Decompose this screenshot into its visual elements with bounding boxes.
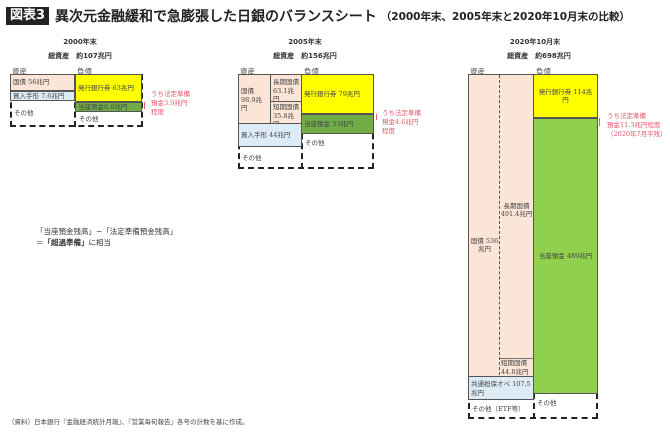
panel-total-assets: 総資産 約156兆円: [273, 52, 337, 60]
liability-other: その他: [305, 138, 325, 147]
asset-short-term-jgb: 短期国債 35.8兆円: [270, 101, 302, 124]
asset-jgb-block: [468, 74, 534, 377]
panel-period: 2000年末: [63, 38, 97, 46]
asset-bills-purchased: 買入手形 7.6兆円: [10, 91, 75, 101]
reserve-bracket: [599, 118, 600, 126]
reserve-bracket: [144, 102, 145, 109]
panel-total-assets: 総資産 約107兆円: [48, 52, 112, 60]
assets-column-label: 資産: [240, 67, 255, 76]
asset-jgb: 国債 98.9兆円: [238, 74, 271, 124]
asset-jgb: 国債 56兆円: [10, 74, 75, 91]
short-term-jgb-divider: [500, 358, 533, 359]
asset-short-term-jgb: 短期国債 44.8兆円: [501, 359, 529, 376]
liability-banknotes: 発行銀行券 63兆円: [75, 74, 142, 102]
panel-period: 2005年末: [288, 38, 322, 46]
liability-other: その他: [79, 114, 99, 123]
figure-header: 図表3 異次元金融緩和で急膨張した日銀のバランスシート （2000年末、2005…: [6, 6, 630, 26]
source-note: （資料）日本銀行『金融経済統計月報』、『営業毎旬報告』各号の計数を基に作成。: [8, 418, 249, 426]
explanation-line-2: ＝「超過準備」に相当: [36, 238, 111, 247]
panel-period: 2020年10月末: [509, 38, 561, 46]
liabilities-column-label: 負債: [536, 67, 551, 76]
liability-current-deposits: 当座預金6.8兆円: [75, 102, 142, 112]
asset-bills-purchased: 買入手形 44兆円: [238, 123, 302, 147]
figure-label: 図表3: [6, 7, 50, 25]
asset-other-etf: その他（ETF等）: [472, 404, 525, 413]
asset-long-term-jgb: 長期国債 63.1兆円: [270, 74, 302, 102]
jgb-split-line: [499, 75, 500, 375]
liability-banknotes: 発行銀行券 114兆円: [533, 74, 598, 118]
reserve-bracket: [376, 114, 377, 120]
asset-common-collateral-ops: 共通担保オペ 107.5兆円: [468, 376, 534, 400]
explanation-line-1: 「当座預金残高」−「法定準備預金残高」: [36, 227, 178, 236]
panel-total-assets: 総資産 約698兆円: [507, 52, 571, 60]
page-title: 異次元金融緩和で急膨張した日銀のバランスシート: [55, 9, 377, 25]
liability-banknotes: 発行銀行券 79兆円: [301, 74, 374, 114]
asset-jgb: 国債 536兆円: [470, 236, 499, 254]
reserve-note: うち法定準備 預金11.3兆円程度 （2020年7月平残）: [607, 112, 667, 138]
liabilities-column-label: 負債: [304, 67, 319, 76]
excess-reserve-explanation: 「当座預金残高」−「法定準備預金残高」 ＝「超過準備」に相当: [36, 226, 177, 248]
liability-current-deposits: 当座預金 489兆円: [533, 118, 598, 394]
liabilities-column-label: 負債: [77, 67, 92, 76]
liability-other: その他: [537, 398, 557, 407]
assets-column-label: 資産: [470, 67, 485, 76]
asset-long-term-jgb: 長期国債 491.4兆円: [500, 201, 533, 219]
asset-other: その他: [242, 153, 262, 162]
asset-other: その他: [14, 108, 34, 117]
reserve-note: うち法定準備 預金4.6兆円 程度: [382, 109, 421, 135]
page-subtitle: （2000年末、2005年末と2020年10月末の比較）: [380, 10, 631, 23]
reserve-note: うち法定準備 預金3.9兆円 程度: [151, 90, 190, 116]
assets-column-label: 資産: [12, 67, 27, 76]
liability-current-deposits: 当座預金 33兆円: [301, 114, 374, 134]
